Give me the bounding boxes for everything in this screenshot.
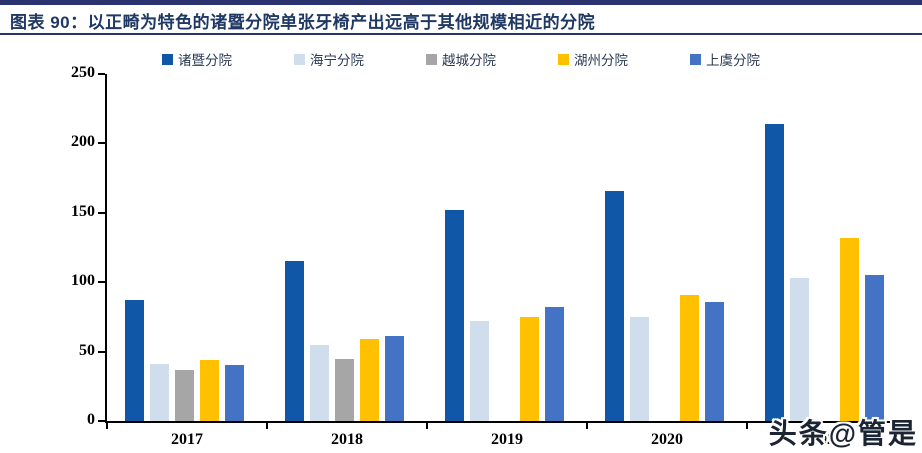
y-axis-tick — [98, 73, 105, 75]
legend-label: 诸暨分院 — [178, 53, 232, 68]
legend-item-4: 上虞分院 — [690, 49, 760, 69]
x-axis-tick — [426, 423, 428, 429]
x-axis-tick — [746, 423, 748, 429]
legend-item-0: 诸暨分院 — [162, 49, 232, 69]
y-axis-tick — [98, 142, 105, 145]
bar-湖州分院-2021 — [840, 237, 859, 421]
bar-诸暨分院-2018 — [285, 261, 304, 421]
bar-上虞分院-2021 — [865, 275, 884, 421]
y-axis-label: 0 — [87, 411, 95, 428]
bar-诸暨分院-2021 — [765, 123, 784, 421]
bar-上虞分院-2019 — [545, 307, 564, 421]
legend-swatch-icon — [162, 53, 173, 65]
legend-label: 海宁分院 — [310, 53, 364, 68]
y-axis-label: 50 — [79, 341, 95, 359]
bar-湖州分院-2020 — [680, 294, 699, 421]
bar-湖州分院-2017 — [200, 359, 219, 421]
legend-label: 湖州分院 — [574, 53, 628, 68]
header-sub-rule — [0, 33, 922, 35]
bar-海宁分院-2018 — [310, 344, 329, 421]
y-axis-label: 150 — [71, 202, 95, 220]
bar-海宁分院-2019 — [470, 321, 489, 421]
bar-湖州分院-2018 — [360, 339, 379, 421]
bar-上虞分院-2017 — [225, 365, 244, 421]
legend-swatch-icon — [426, 53, 437, 65]
legend-item-1: 海宁分院 — [294, 49, 364, 69]
x-axis-label: 2020 — [651, 431, 683, 448]
y-axis-label: 200 — [71, 133, 95, 151]
bar-湖州分院-2019 — [520, 316, 539, 421]
y-axis-tick — [98, 281, 105, 284]
bar-海宁分院-2017 — [150, 364, 169, 421]
bar-越城分院-2017 — [175, 369, 194, 421]
chart-legend: 诸暨分院 海宁分院 越城分院 湖州分院 上虞分院 — [0, 49, 922, 69]
bar-group-2021 — [747, 74, 907, 421]
x-axis-tick — [906, 423, 908, 429]
x-axis-tick — [586, 423, 588, 429]
bar-海宁分院-2020 — [630, 316, 649, 421]
bar-诸暨分院-2020 — [605, 190, 624, 421]
x-axis-tick — [106, 423, 108, 429]
bar-上虞分院-2020 — [705, 301, 724, 421]
bar-诸暨分院-2017 — [125, 300, 144, 421]
y-axis-label: 100 — [71, 272, 95, 290]
bar-group-2020 — [587, 74, 747, 421]
y-axis-tick — [98, 420, 105, 422]
header-top-rule — [0, 0, 922, 5]
x-axis-label: 2017 — [171, 431, 203, 448]
y-axis-tick — [98, 350, 105, 353]
x-axis-label: 2019 — [491, 431, 523, 448]
bar-group-2017 — [107, 74, 267, 421]
chart-title: 图表 90：以正畸为特色的诸暨分院单张牙椅产出远高于其他规模相近的分院 — [10, 13, 596, 32]
legend-swatch-icon — [294, 53, 305, 65]
x-axis-tick — [266, 423, 268, 429]
bar-海宁分院-2021 — [790, 278, 809, 421]
legend-item-2: 越城分院 — [426, 49, 496, 69]
legend-swatch-icon — [690, 53, 701, 65]
legend-item-3: 湖州分院 — [558, 49, 628, 69]
bar-group-2019 — [427, 74, 587, 421]
x-axis-label: 2018 — [331, 431, 363, 448]
bar-诸暨分院-2019 — [445, 210, 464, 421]
y-axis-label: 250 — [71, 64, 95, 81]
legend-swatch-icon — [558, 53, 569, 65]
watermark: 头条@管是 — [768, 418, 918, 449]
bar-上虞分院-2018 — [385, 336, 404, 421]
plot-area: 0 50 100 150 200 250 2017 2018 2019 2020 2021 — [71, 64, 908, 448]
bar-group-2018 — [267, 74, 427, 421]
legend-label: 上虞分院 — [706, 53, 760, 68]
y-axis-tick — [98, 211, 105, 214]
bar-越城分院-2018 — [335, 358, 354, 421]
x-axis-label: 2021 — [811, 431, 843, 448]
legend-label: 越城分院 — [442, 53, 496, 68]
